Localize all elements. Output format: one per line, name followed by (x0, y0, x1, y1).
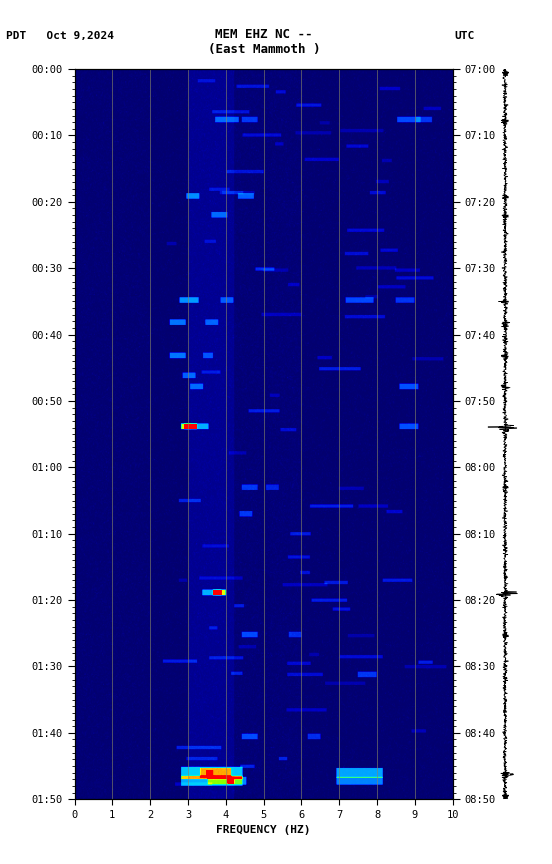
Text: PDT   Oct 9,2024: PDT Oct 9,2024 (6, 31, 114, 41)
Text: MEM EHZ NC --: MEM EHZ NC -- (215, 29, 312, 41)
X-axis label: FREQUENCY (HZ): FREQUENCY (HZ) (216, 825, 311, 835)
Text: UTC: UTC (455, 31, 475, 41)
Text: (East Mammoth ): (East Mammoth ) (208, 43, 320, 56)
